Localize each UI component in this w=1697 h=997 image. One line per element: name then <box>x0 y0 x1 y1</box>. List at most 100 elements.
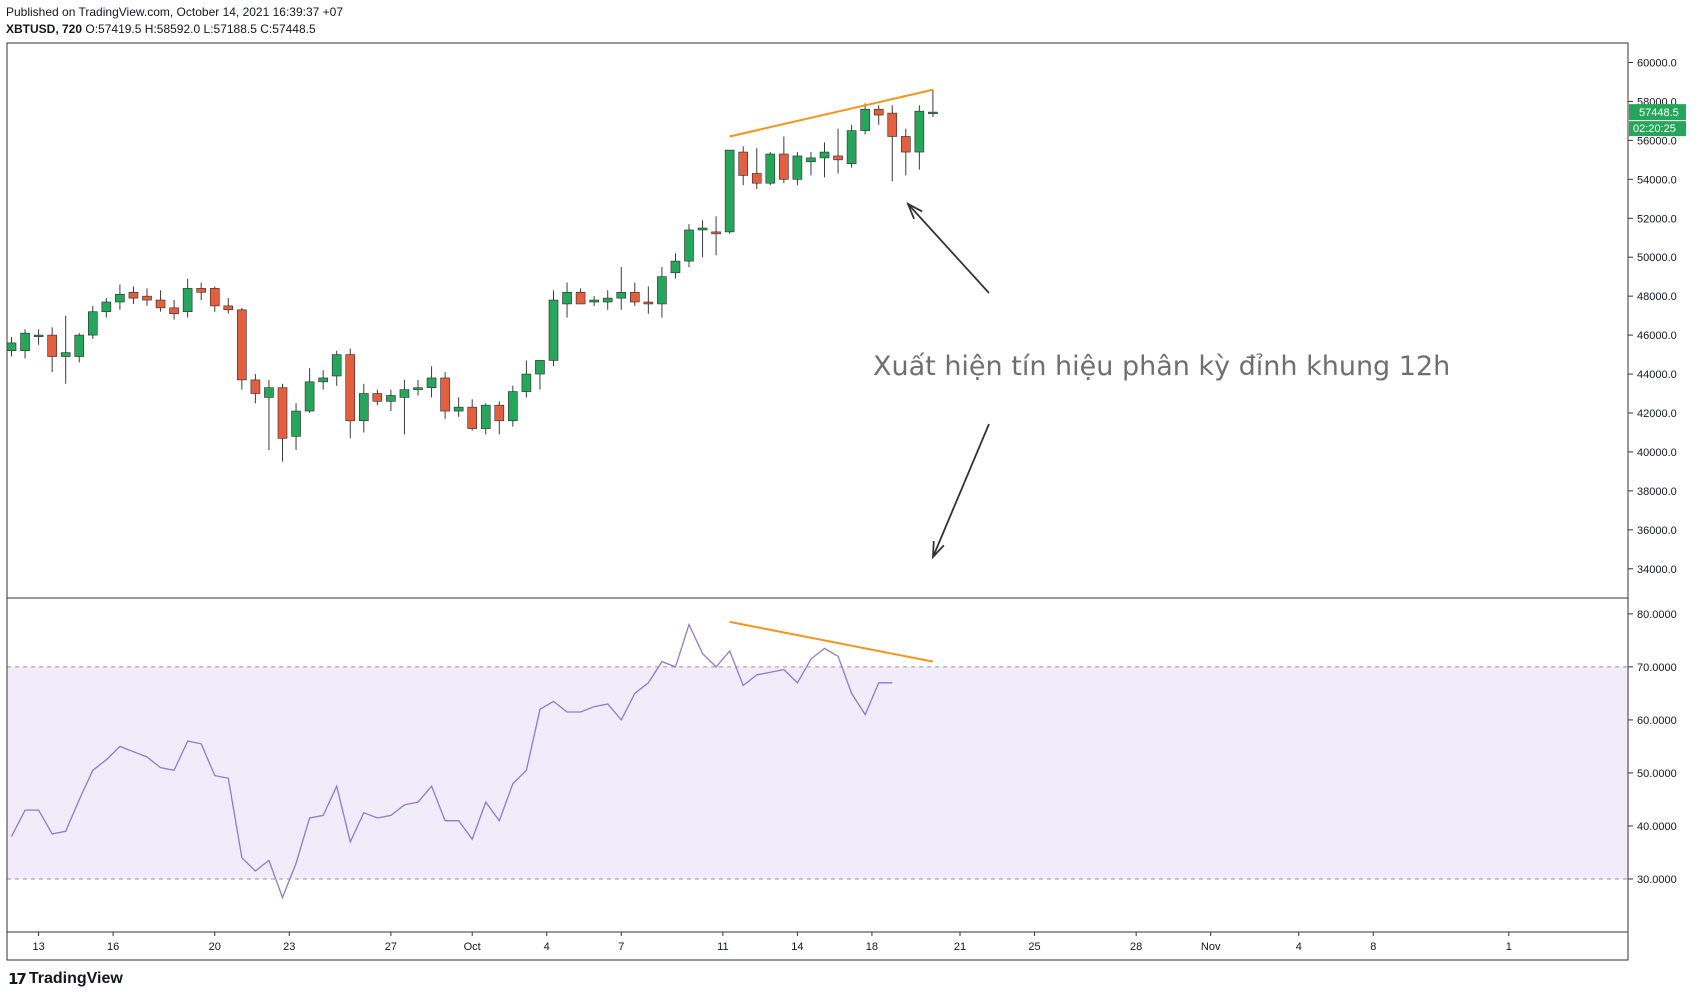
time-tick-label: 28 <box>1130 941 1142 953</box>
candle <box>467 399 478 431</box>
time-tick-label: 16 <box>107 941 119 953</box>
candle <box>277 383 288 462</box>
candle-body <box>589 299 599 303</box>
candle-body <box>155 299 166 309</box>
candle <box>670 253 681 279</box>
candle <box>372 389 383 406</box>
candle-body <box>399 389 410 398</box>
tradingview-logo: 𝟭𝟳 TradingView <box>8 970 123 988</box>
candle <box>426 366 437 398</box>
candle <box>792 152 803 186</box>
candle-body <box>575 291 586 305</box>
price-tick-label: 40000.0 <box>1637 447 1677 459</box>
candle <box>751 148 762 190</box>
published-info: Published on TradingView.com, October 14… <box>6 5 344 19</box>
candle <box>508 385 518 427</box>
candle <box>60 315 71 384</box>
candle <box>115 284 125 310</box>
time-tick-label: 1 <box>1506 941 1512 953</box>
rsi-axis[interactable]: 30.0000 40.0000 50.0000 60.0000 70.0000 80.00… <box>1628 609 1677 886</box>
candle <box>494 401 505 435</box>
candle-body <box>887 112 898 137</box>
time-tick-label: 23 <box>283 941 295 953</box>
price-tick-label: 56000.0 <box>1637 135 1677 147</box>
tradingview-logo-icon: 𝟭𝟳 <box>8 971 27 988</box>
candle <box>20 329 30 359</box>
rsi-divergence-line <box>729 620 934 663</box>
candle-body <box>657 276 667 305</box>
candle <box>887 105 898 182</box>
candle-body <box>115 293 125 303</box>
candle <box>548 290 559 367</box>
candle <box>711 216 721 256</box>
price-tick-label: 44000.0 <box>1637 369 1677 381</box>
candle-body <box>819 151 830 159</box>
candle-body <box>169 307 179 314</box>
candle <box>643 286 654 314</box>
candle-body <box>548 299 559 361</box>
price-divergence-line <box>729 88 934 138</box>
candle-body <box>196 288 206 293</box>
last-price-badge <box>1629 104 1686 121</box>
candle <box>819 142 830 178</box>
candle-body <box>20 332 30 351</box>
candle-body <box>684 229 694 262</box>
candle-body <box>602 297 613 303</box>
low-value: 57188.5 <box>213 22 257 36</box>
time-tick-label: 4 <box>1296 941 1302 953</box>
candle-body <box>358 393 369 422</box>
candle <box>616 266 627 310</box>
candle <box>6 337 17 357</box>
price-tick-label: 42000.0 <box>1637 408 1677 420</box>
rsi-band-layer <box>7 666 1628 880</box>
candle <box>413 379 423 396</box>
time-tick-label: 25 <box>1028 941 1040 953</box>
candle-body <box>223 305 234 311</box>
candle-body <box>237 309 247 381</box>
candle <box>697 220 708 258</box>
candle <box>806 152 816 176</box>
candle-body <box>535 360 545 375</box>
candle-body <box>928 111 938 114</box>
last-price-label: 57448.5 <box>1639 107 1679 119</box>
candle <box>779 136 789 184</box>
price-tick-label: 54000.0 <box>1637 174 1677 186</box>
candle-body <box>413 387 423 390</box>
arrow-to-price-head <box>906 202 923 220</box>
candle-body <box>900 136 911 153</box>
annotation-layer: Xuất hiện tín hiệu phân kỳ đỉnh khung 12… <box>873 202 1450 560</box>
candle <box>914 105 925 170</box>
candle <box>521 360 532 398</box>
candle <box>155 290 166 312</box>
candle-body <box>291 410 301 437</box>
candle <box>250 374 261 404</box>
candle <box>318 370 328 390</box>
candle-body <box>331 354 342 377</box>
candle <box>237 307 247 390</box>
rsi-tick-label: 30.0000 <box>1637 874 1677 886</box>
price-tick-label: 34000.0 <box>1637 564 1677 576</box>
symbol-label: XBTUSD, 720 <box>6 22 83 36</box>
price-axis[interactable]: 34000.0 36000.0 38000.0 40000.0 42000.0 44000… <box>1628 57 1686 576</box>
candle-body <box>345 354 356 422</box>
candle <box>47 327 57 373</box>
candle <box>724 149 735 234</box>
candle <box>33 329 44 345</box>
high-label: H: <box>144 22 157 36</box>
candle-body <box>60 352 71 357</box>
candle <box>684 224 694 267</box>
candle-body <box>751 173 762 184</box>
candle <box>453 397 464 417</box>
time-axis[interactable]: 13 16 20 23 27 Oct 4 7 11 14 18 21 25 28 Nov 4 8 1 <box>32 932 1512 953</box>
candle-body <box>277 387 288 439</box>
arrow-to-rsi <box>932 423 990 558</box>
candle-body <box>128 291 139 299</box>
candle-body <box>629 291 640 303</box>
candle-body <box>209 288 220 307</box>
price-tick-label: 48000.0 <box>1637 291 1677 303</box>
candle-body <box>182 288 193 313</box>
candles-layer <box>6 89 938 462</box>
candle <box>223 298 234 314</box>
candle-body <box>670 260 681 274</box>
